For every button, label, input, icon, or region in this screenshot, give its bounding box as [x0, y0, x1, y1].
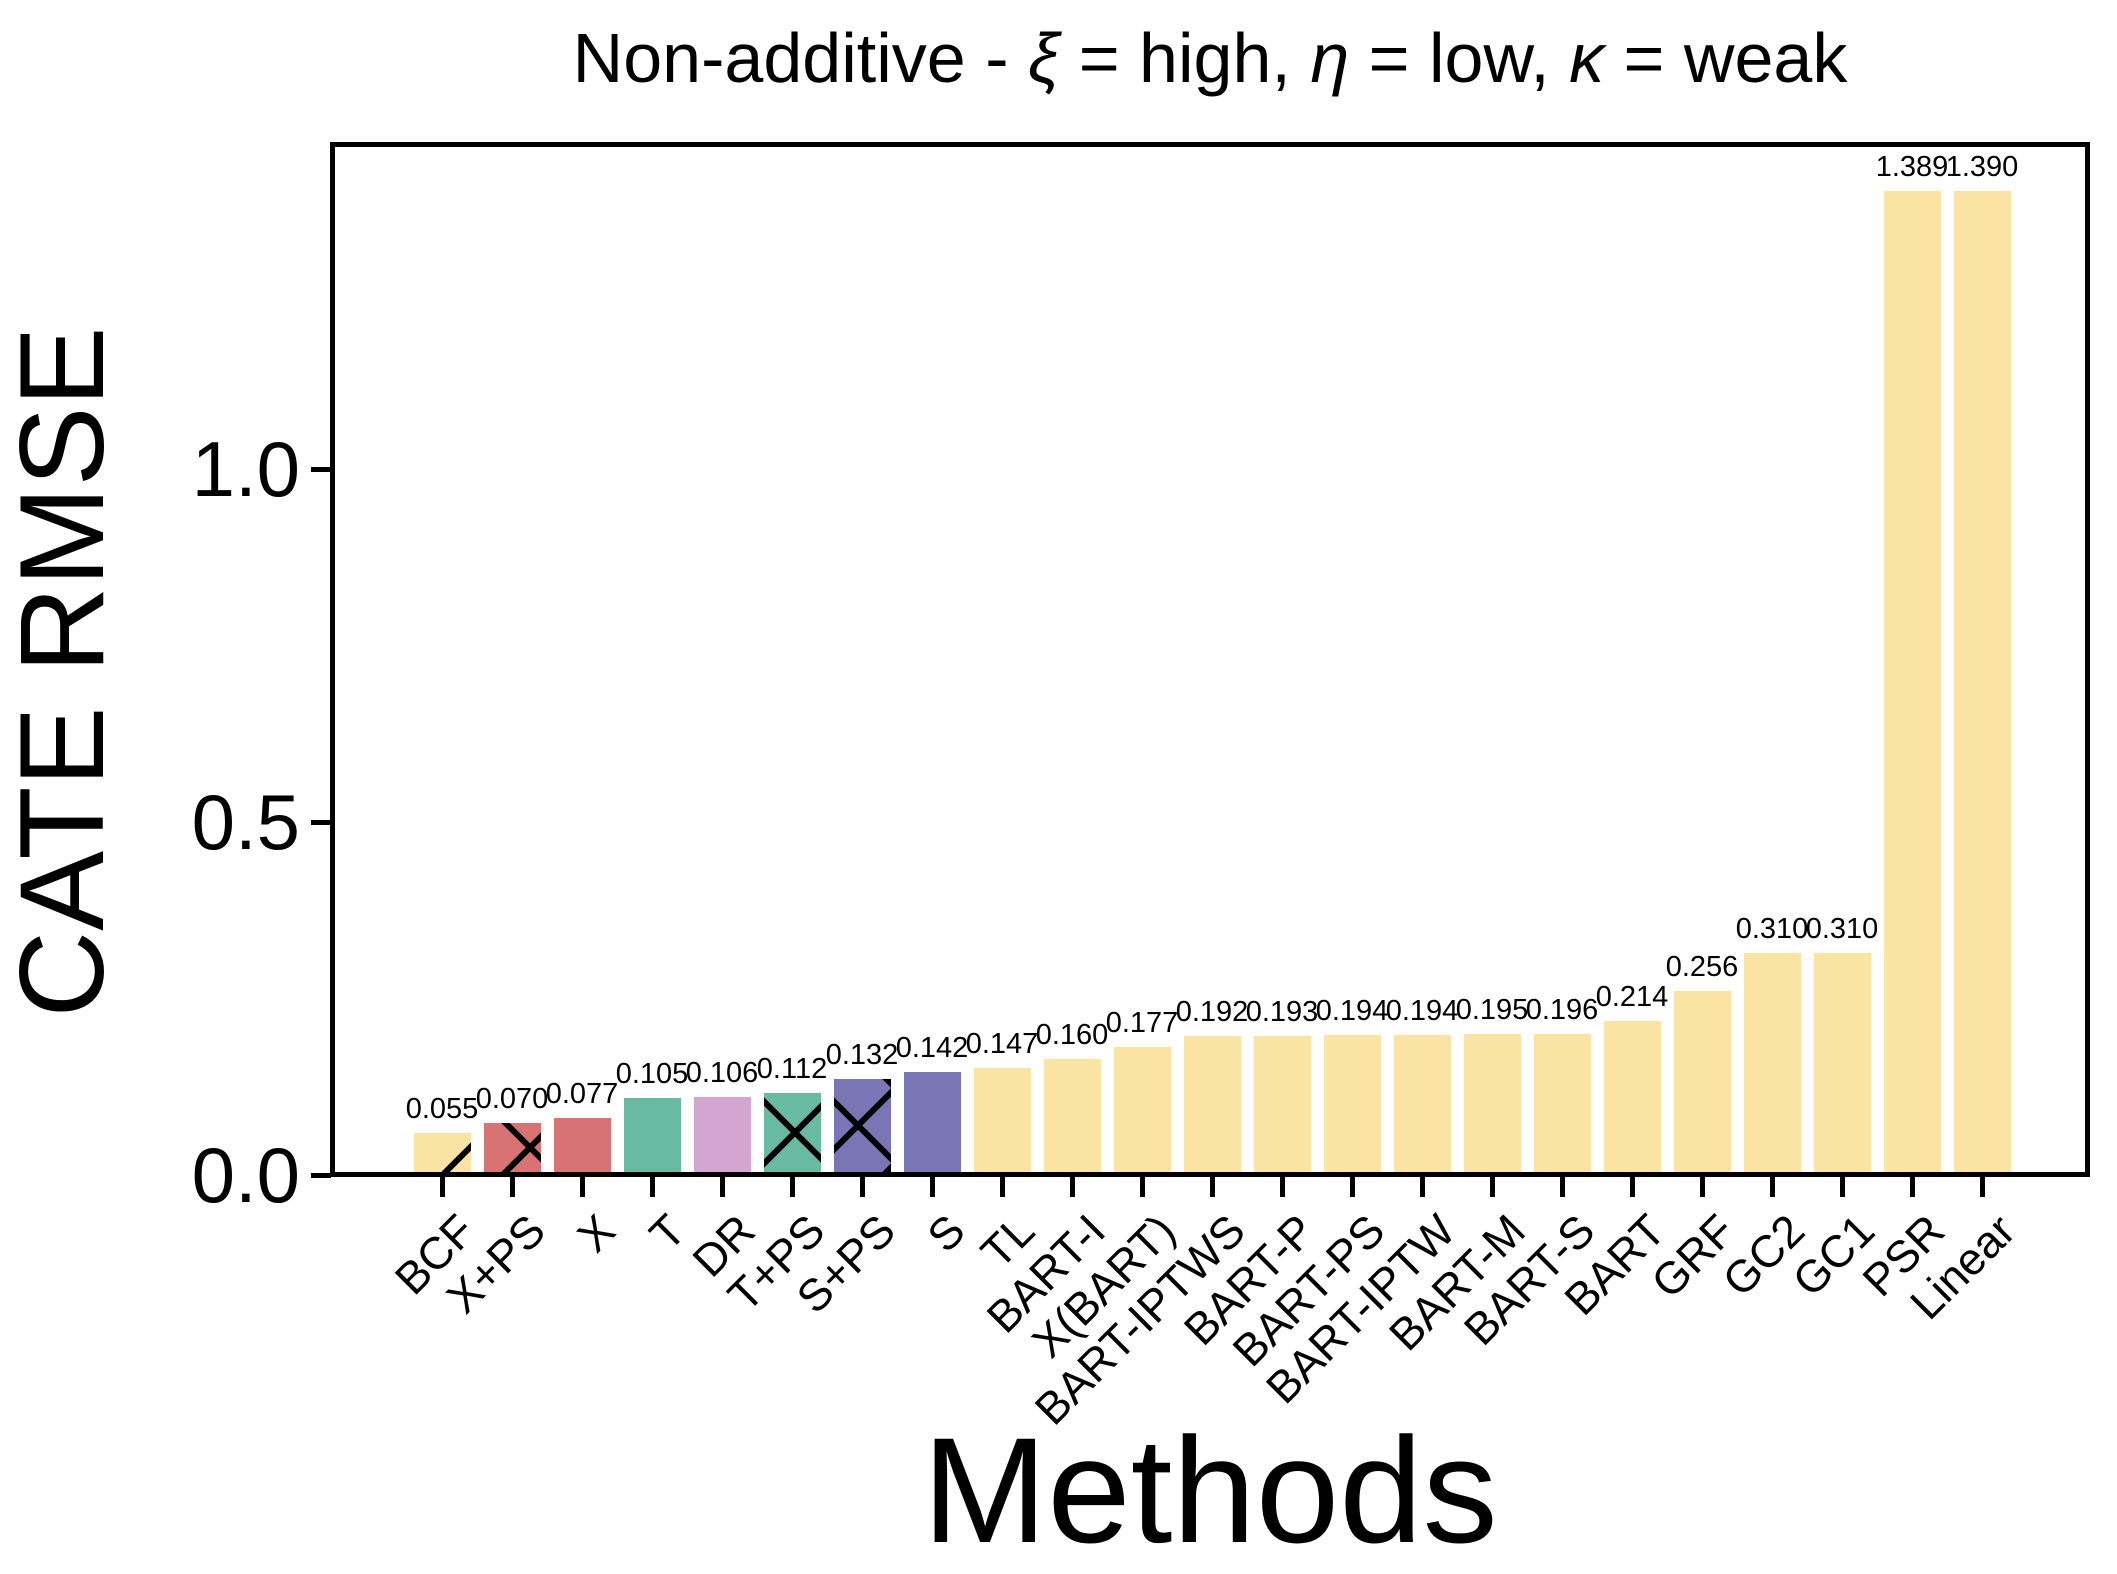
x-tick-mark	[790, 1177, 795, 1197]
x-tick-mark	[1560, 1177, 1565, 1197]
x-tick-label-S: S	[917, 1204, 975, 1262]
bar-value-label: 0.132	[825, 1039, 899, 1071]
bar-value-label: 0.177	[1105, 1007, 1179, 1039]
bar-TL	[974, 1068, 1031, 1172]
bar-value-label: 0.256	[1665, 951, 1739, 983]
bar-Linear	[1954, 191, 2011, 1172]
bar-X+PS	[484, 1123, 541, 1172]
x-tick-mark	[1210, 1177, 1215, 1197]
bar-GC1	[1814, 953, 1871, 1172]
bar-value-label: 0.310	[1735, 913, 1809, 945]
bar-value-label: 0.147	[965, 1028, 1039, 1060]
bar-PSR	[1884, 191, 1941, 1172]
x-tick-mark	[1770, 1177, 1775, 1197]
y-tick-mark	[311, 820, 331, 825]
bar-BART-IPTWS	[1184, 1036, 1241, 1172]
greek-letter: η	[1310, 19, 1350, 97]
bar-value-label: 0.105	[615, 1058, 689, 1090]
x-tick-mark	[1840, 1177, 1845, 1197]
x-axis-label: Methods	[922, 1406, 1498, 1574]
y-tick-label-1.0: 1.0	[191, 425, 300, 513]
x-tick-mark	[860, 1177, 865, 1197]
x-tick-label-X: X	[567, 1204, 625, 1262]
bar-BART	[1604, 1021, 1661, 1172]
bar-BART-P	[1254, 1036, 1311, 1172]
x-tick-mark	[440, 1177, 445, 1197]
bar-value-label: 0.077	[545, 1078, 619, 1110]
x-tick-mark	[650, 1177, 655, 1197]
bar-T	[624, 1098, 681, 1172]
bar-BART-M	[1464, 1034, 1521, 1172]
x-tick-mark	[1350, 1177, 1355, 1197]
bar-value-label: 0.070	[475, 1083, 549, 1115]
chart-title: Non-additive - ξ = high, η = low, κ = we…	[572, 19, 1848, 97]
bar-BART-IPTW	[1394, 1035, 1451, 1172]
bar-S+PS	[834, 1079, 891, 1172]
x-tick-mark	[720, 1177, 725, 1197]
x-tick-mark	[1420, 1177, 1425, 1197]
bar-GRF	[1674, 991, 1731, 1172]
bar-BART-PS	[1324, 1035, 1381, 1172]
x-tick-mark	[1700, 1177, 1705, 1197]
bar-value-label: 0.310	[1805, 913, 1879, 945]
bar-value-label: 1.390	[1945, 151, 2019, 183]
bar-value-label: 0.195	[1455, 994, 1529, 1026]
bar-X(BART)	[1114, 1047, 1171, 1172]
bar-BART-I	[1044, 1059, 1101, 1172]
bar-value-label: 0.193	[1245, 996, 1319, 1028]
bar-value-label: 0.055	[405, 1093, 479, 1125]
x-tick-mark	[1070, 1177, 1075, 1197]
bar-value-label: 0.106	[685, 1057, 759, 1089]
y-tick-label-0.5: 0.5	[191, 778, 300, 866]
x-tick-mark	[930, 1177, 935, 1197]
x-tick-mark	[510, 1177, 515, 1197]
bar-GC2	[1744, 953, 1801, 1172]
bar-value-label: 0.194	[1315, 995, 1389, 1027]
bar-BCF	[414, 1133, 471, 1172]
bar-DR	[694, 1097, 751, 1172]
y-tick-mark	[311, 1173, 331, 1178]
bar-value-label: 0.194	[1385, 995, 1459, 1027]
x-tick-mark	[1980, 1177, 1985, 1197]
x-tick-mark	[1490, 1177, 1495, 1197]
x-tick-mark	[1630, 1177, 1635, 1197]
bar-value-label: 0.214	[1595, 981, 1669, 1013]
greek-letter: ξ	[1027, 19, 1060, 97]
bar-value-label: 0.192	[1175, 996, 1249, 1028]
bar-T+PS	[764, 1093, 821, 1172]
x-tick-mark	[580, 1177, 585, 1197]
y-tick-label-0.0: 0.0	[191, 1131, 300, 1219]
y-tick-mark	[311, 467, 331, 472]
bar-S	[904, 1072, 961, 1172]
bar-value-label: 0.112	[756, 1053, 828, 1085]
bar-BART-S	[1534, 1034, 1591, 1172]
x-tick-mark	[1140, 1177, 1145, 1197]
x-tick-mark	[1280, 1177, 1285, 1197]
bar-value-label: 0.160	[1035, 1019, 1109, 1051]
x-tick-mark	[1000, 1177, 1005, 1197]
bar-value-label: 1.389	[1875, 151, 1949, 183]
greek-letter: κ	[1569, 19, 1605, 97]
x-tick-mark	[1910, 1177, 1915, 1197]
bar-value-label: 0.142	[895, 1032, 969, 1064]
bar-X	[554, 1118, 611, 1172]
bar-value-label: 0.196	[1525, 994, 1599, 1026]
